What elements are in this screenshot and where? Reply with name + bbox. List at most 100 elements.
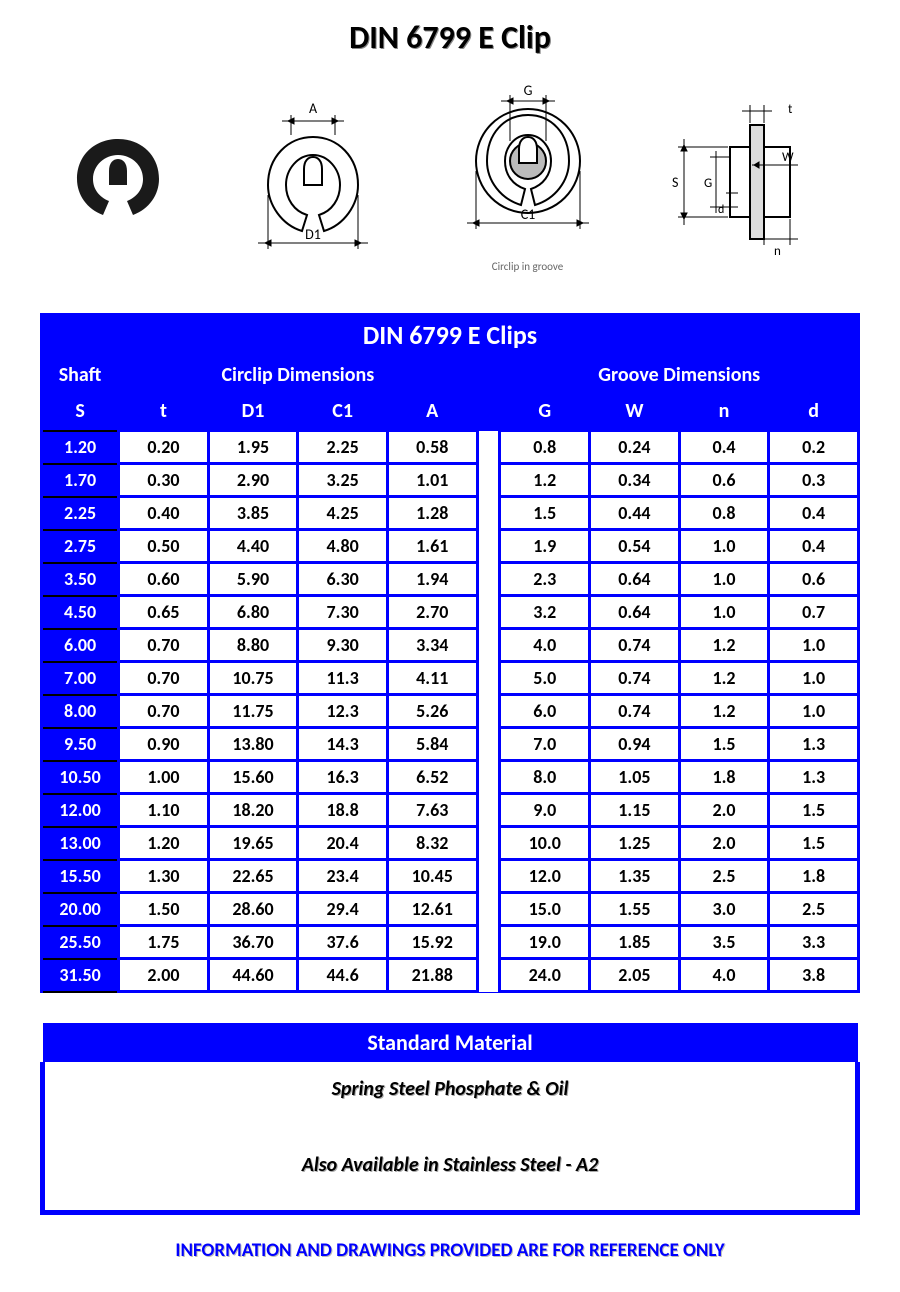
cell-D1: 13.80 (208, 728, 298, 761)
cell-n: 1.5 (679, 728, 769, 761)
cell-G: 15.0 (500, 893, 590, 926)
cell-G: 12.0 (500, 860, 590, 893)
table-row: 12.001.1018.2018.87.639.01.152.01.5 (42, 794, 859, 827)
cell-A: 3.34 (387, 629, 477, 662)
cell-D1: 6.80 (208, 596, 298, 629)
diagram-side: t W S G (668, 95, 838, 260)
cell-A: 15.92 (387, 926, 477, 959)
cell-G: 1.2 (500, 464, 590, 497)
cell-n: 1.0 (679, 563, 769, 596)
cell-d: 3.8 (769, 959, 859, 992)
col-D1: D1 (208, 393, 298, 431)
col-t: t (119, 393, 209, 431)
cell-W: 0.64 (590, 596, 680, 629)
cell-D1: 2.90 (208, 464, 298, 497)
table-row: 4.500.656.807.302.703.20.641.00.7 (42, 596, 859, 629)
cell-G: 0.8 (500, 431, 590, 464)
cell-C1: 9.30 (298, 629, 388, 662)
cell-G: 10.0 (500, 827, 590, 860)
cell-d: 1.5 (769, 794, 859, 827)
cell-d: 0.3 (769, 464, 859, 497)
cell-t: 1.50 (119, 893, 209, 926)
cell-t: 1.20 (119, 827, 209, 860)
cell-t: 1.30 (119, 860, 209, 893)
cell-n: 1.2 (679, 629, 769, 662)
cell-n: 1.0 (679, 530, 769, 563)
cell-d: 0.4 (769, 530, 859, 563)
label-t: t (788, 102, 793, 117)
cell-n: 2.5 (679, 860, 769, 893)
cell-W: 2.05 (590, 959, 680, 992)
diagram-g-c1: G C1 Circlip in groove (453, 81, 603, 273)
material-line1: Spring Steel Phosphate & Oil (332, 1077, 569, 1101)
cell-t: 1.00 (119, 761, 209, 794)
cell-S: 12.00 (42, 794, 119, 827)
cell-C1: 3.25 (298, 464, 388, 497)
cell-S: 31.50 (42, 959, 119, 992)
label-C1: C1 (520, 206, 535, 223)
cell-W: 1.85 (590, 926, 680, 959)
label-D1: D1 (305, 226, 321, 243)
cell-A: 1.61 (387, 530, 477, 563)
cell-C1: 16.3 (298, 761, 388, 794)
cell-C1: 11.3 (298, 662, 388, 695)
cell-n: 1.2 (679, 662, 769, 695)
cell-S: 9.50 (42, 728, 119, 761)
cell-D1: 1.95 (208, 431, 298, 464)
cell-t: 0.70 (119, 629, 209, 662)
table-row: 9.500.9013.8014.35.847.00.941.51.3 (42, 728, 859, 761)
cell-W: 0.44 (590, 497, 680, 530)
cell-W: 0.24 (590, 431, 680, 464)
cell-G: 1.5 (500, 497, 590, 530)
cell-C1: 12.3 (298, 695, 388, 728)
cell-n: 0.8 (679, 497, 769, 530)
cell-W: 1.35 (590, 860, 680, 893)
col-group-shaft: Shaft (42, 357, 119, 393)
label-n: n (774, 244, 781, 259)
diagram-caption: Circlip in groove (453, 260, 603, 273)
cell-A: 5.26 (387, 695, 477, 728)
page-title: DIN 6799 E Clip (40, 0, 860, 71)
cell-S: 20.00 (42, 893, 119, 926)
cell-S: 6.00 (42, 629, 119, 662)
table-row: 13.001.2019.6520.48.3210.01.252.01.5 (42, 827, 859, 860)
cell-A: 10.45 (387, 860, 477, 893)
cell-S: 15.50 (42, 860, 119, 893)
cell-D1: 36.70 (208, 926, 298, 959)
table-row: 25.501.7536.7037.615.9219.01.853.53.3 (42, 926, 859, 959)
cell-t: 1.10 (119, 794, 209, 827)
table-row: 8.000.7011.7512.35.266.00.741.21.0 (42, 695, 859, 728)
cell-W: 1.55 (590, 893, 680, 926)
cell-W: 1.15 (590, 794, 680, 827)
cell-A: 5.84 (387, 728, 477, 761)
cell-W: 0.74 (590, 629, 680, 662)
col-group-groove: Groove Dimensions (500, 357, 859, 393)
cell-n: 1.8 (679, 761, 769, 794)
cell-G: 1.9 (500, 530, 590, 563)
cell-D1: 15.60 (208, 761, 298, 794)
cell-C1: 20.4 (298, 827, 388, 860)
cell-S: 2.25 (42, 497, 119, 530)
cell-C1: 2.25 (298, 431, 388, 464)
cell-A: 4.11 (387, 662, 477, 695)
table-row: 7.000.7010.7511.34.115.00.741.21.0 (42, 662, 859, 695)
cell-W: 0.74 (590, 695, 680, 728)
cell-C1: 7.30 (298, 596, 388, 629)
cell-d: 0.4 (769, 497, 859, 530)
cell-S: 1.20 (42, 431, 119, 464)
material-line2: Also Available in Stainless Steel - A2 (302, 1153, 599, 1177)
cell-G: 3.2 (500, 596, 590, 629)
cell-D1: 8.80 (208, 629, 298, 662)
cell-t: 0.40 (119, 497, 209, 530)
cell-C1: 4.80 (298, 530, 388, 563)
cell-A: 1.01 (387, 464, 477, 497)
cell-A: 1.94 (387, 563, 477, 596)
cell-d: 1.0 (769, 629, 859, 662)
cell-C1: 23.4 (298, 860, 388, 893)
table-row: 2.750.504.404.801.611.90.541.00.4 (42, 530, 859, 563)
label-S: S (672, 174, 678, 191)
cell-W: 0.64 (590, 563, 680, 596)
cell-t: 2.00 (119, 959, 209, 992)
dimensions-table: DIN 6799 E Clips Shaft Circlip Dimension… (40, 313, 860, 993)
cell-W: 1.25 (590, 827, 680, 860)
